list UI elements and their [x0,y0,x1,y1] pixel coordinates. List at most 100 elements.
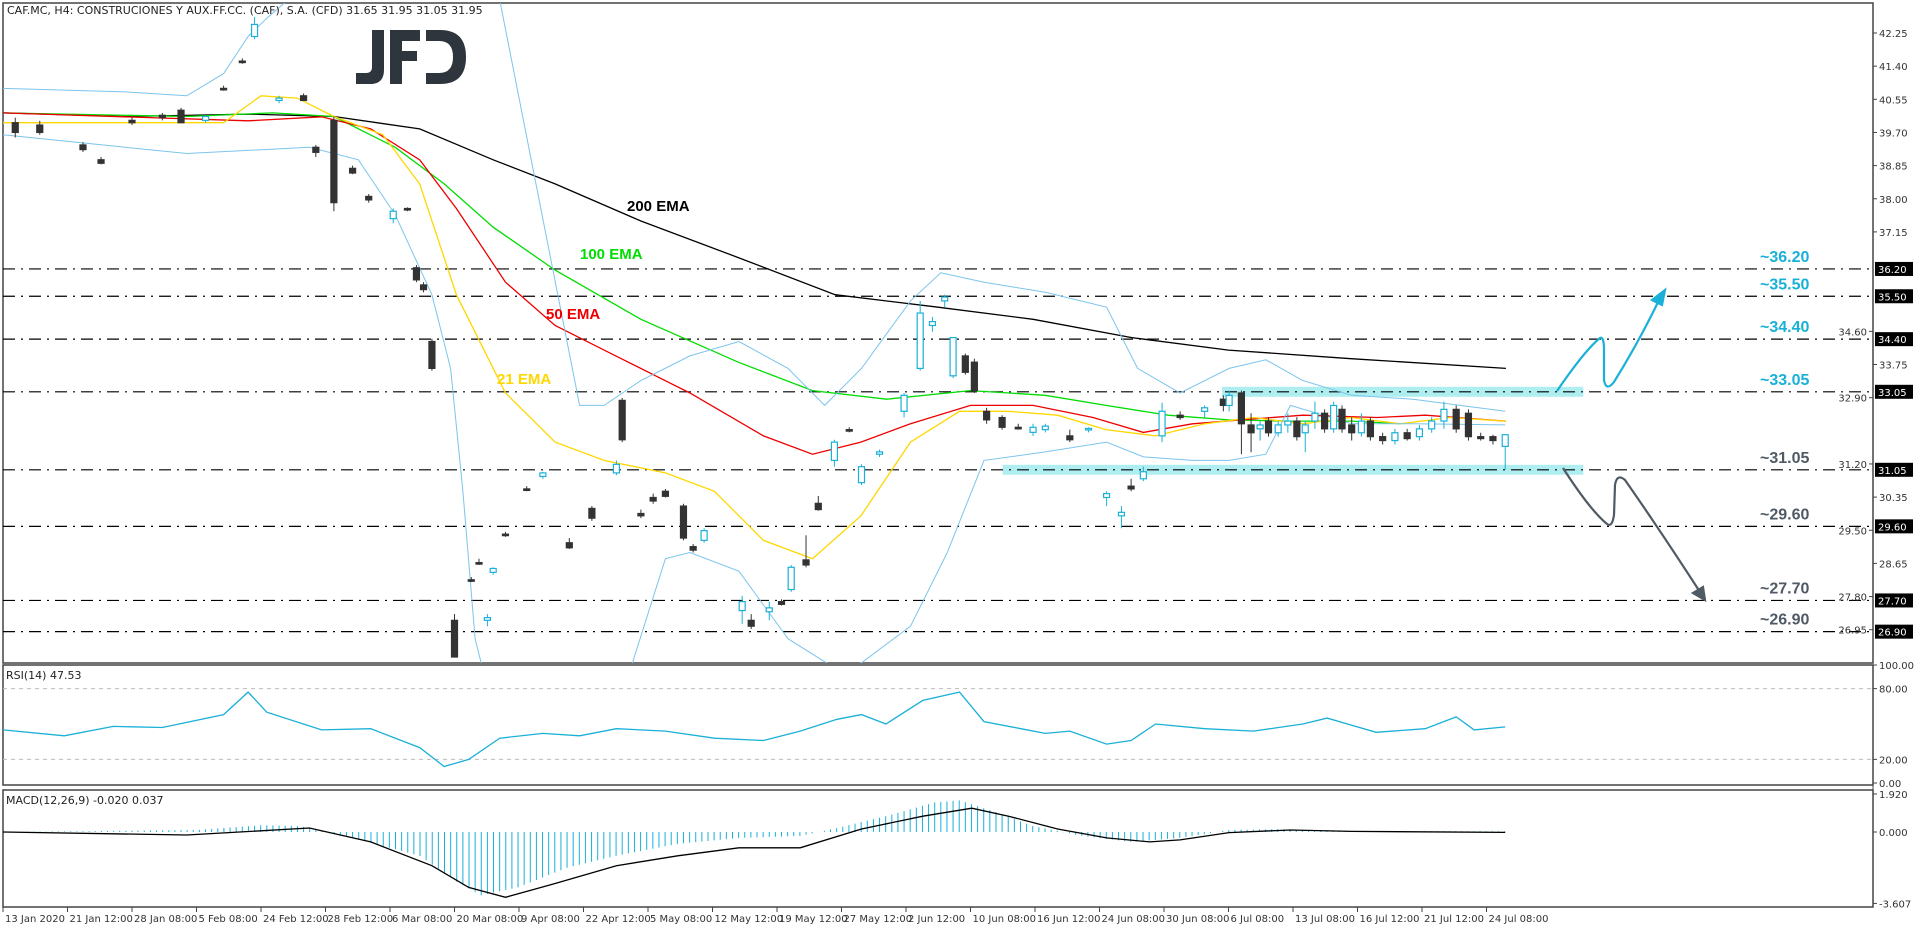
bearish-candle [1014,423,1022,430]
candle-body [765,607,773,613]
price-tick-label: 34.60 [1838,327,1867,338]
level-label: ~35.50 [1760,276,1809,293]
bullish-candle [483,614,491,627]
bearish-candle [1237,390,1246,455]
bullish-candle [1102,491,1111,507]
price-tick-label: 41.40 [1879,62,1908,73]
bullish-candle [1029,423,1037,436]
ema21-label: 21 EMA [497,371,551,388]
candle-body [787,566,795,591]
candle-body [857,466,866,484]
bullish-candle [787,564,795,592]
candle-body [565,542,573,549]
bearish-candle [1338,405,1346,433]
candle-body [941,296,949,302]
bullish-candle [1117,506,1126,529]
bullish-candle [941,294,949,308]
100-ema-line [3,112,1401,425]
level-label: ~36.20 [1760,249,1809,266]
time-tick-label: 16 Jul 12:00 [1360,914,1420,925]
bullish-candle [1274,421,1282,437]
time-tick-label: 2 Jun 12:00 [908,914,965,925]
bullish-candle [949,336,957,379]
bullish-candle [1440,401,1448,429]
bearish-candle [689,543,697,553]
bearish-candle [983,407,991,424]
candle-body [1452,408,1460,430]
price-tick-label: 40.55 [1879,95,1908,106]
candle-body [158,114,166,119]
price-badge [1875,519,1913,534]
candle-body [1403,432,1411,440]
candle-body [777,601,786,605]
bearish-candle [238,58,246,64]
bearish-candle [637,509,645,519]
time-tick-label: 6 Mar 08:00 [392,914,452,925]
candle-body [928,321,937,327]
bullish-candle [900,392,908,418]
bearish-candle [777,599,786,606]
bullish-candle [765,601,773,621]
candle-body [1366,420,1375,438]
price-badge [1875,289,1913,304]
price-badge [1875,593,1913,608]
candle-body [250,23,259,38]
macd-tick-label: 1.920 [1879,790,1908,801]
candle-body [814,502,822,511]
candle-body [1477,436,1485,440]
candle-body [389,210,397,220]
macd-tick-label: -3.607 [1879,899,1911,910]
bearish-candle [450,614,459,658]
candle-body [79,144,87,151]
candle-body [998,416,1006,428]
candle-body [403,207,412,211]
bullish-candle [539,471,547,479]
candle-body [489,567,497,573]
bearish-candle [1219,395,1227,412]
bearish-candle [1176,411,1184,420]
level-label: ~29.60 [1760,506,1809,523]
price-tick-label: 37.15 [1879,228,1908,239]
bearish-candle [618,398,626,443]
candle-body [412,267,421,281]
time-tick-label: 28 Jan 08:00 [134,914,197,925]
bullish-candle [1084,427,1093,433]
bearish-candle [1379,432,1387,445]
bearish-candle [747,614,755,629]
candle-body [970,361,978,392]
candle-body [1029,426,1037,433]
bearish-candle [1489,434,1497,445]
candle-body [501,533,510,537]
candle-body [679,505,688,539]
price-tick-label: 28.65 [1879,559,1908,570]
candle-body [1237,392,1246,425]
candle-body [700,530,708,541]
candle-body [1264,420,1273,434]
jfd-logo [356,30,466,84]
time-tick-label: 13 Jan 2020 [5,914,65,925]
candle-body [1256,424,1264,430]
price-badge [1875,332,1913,347]
bullish-candle [612,460,620,476]
bullish-candle [275,95,283,104]
bearish-candle [1127,478,1135,492]
bearish-candle [419,282,428,293]
bearish-candle [412,265,421,283]
bullish-candle [916,300,924,371]
rsi-tick-label: 20.00 [1879,755,1908,766]
candle-body [1219,398,1227,407]
bearish-candle [299,93,308,102]
bullish-candle [1415,424,1424,441]
price-tick-label: 42.25 [1879,29,1908,40]
candle-body [649,496,657,502]
bullish-scenario-arrow [1556,287,1667,392]
21-ema-line [3,95,1506,560]
candle-body [949,336,957,377]
bullish-candle [1301,421,1309,453]
bearish-candle [1477,432,1485,441]
price-badge-label: 34.40 [1878,335,1907,346]
bearish-candle [661,488,670,498]
bullish-candle [1225,390,1233,412]
price-badge [1875,624,1913,639]
